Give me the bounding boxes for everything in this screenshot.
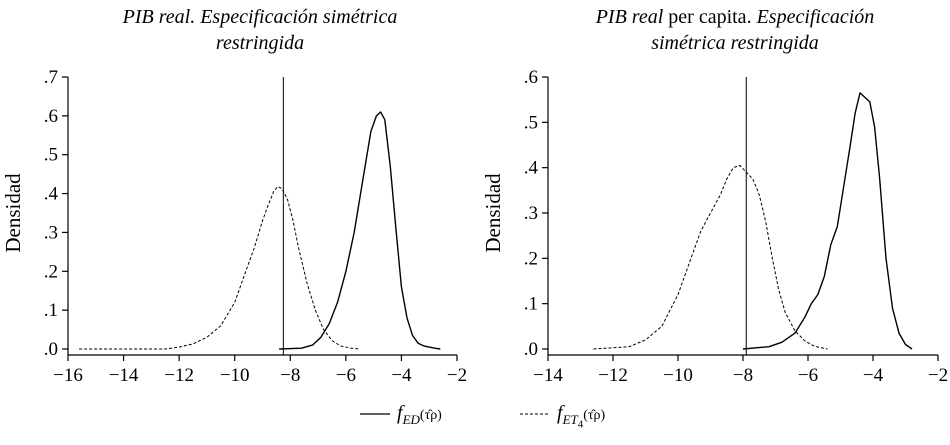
left-y-tick-label: .6 [44, 106, 58, 127]
right-y-axis-label: Densidad [481, 173, 505, 253]
legend-solid-arg: (τ̂ρ) [419, 408, 442, 423]
legend-dashed: fET4(τ̂ρ) [520, 402, 605, 442]
right-y-tick-label: .1 [524, 294, 538, 315]
chart-title-right: PIB real per capita. Especificación simé… [530, 4, 940, 56]
left-x-tick-label: −10 [220, 365, 250, 386]
left-x-tick-label: −14 [109, 365, 139, 386]
legend-solid-line-icon [360, 413, 390, 416]
left-y-tick-label: .5 [44, 145, 58, 166]
title-left-pib: PIB [122, 6, 154, 28]
legend-solid: fED(τ̂ρ) [360, 402, 442, 442]
title-left-line2: restringida [215, 32, 305, 54]
legend-dashed-subsub: 4 [577, 418, 584, 431]
right-y-tick-label: .3 [524, 203, 538, 224]
chart-title-left: PIB real. Especificación simétrica restr… [60, 4, 460, 56]
left-x-tick-label: −2 [447, 365, 467, 386]
title-right-percapita: per capita. [663, 6, 757, 28]
right-series-f-et4 [593, 164, 828, 350]
title-right-pib: PIB [595, 6, 627, 28]
right-x-tick-label: −10 [663, 365, 693, 386]
right-y-tick-label: .0 [524, 339, 538, 360]
right-x-tick-label: −8 [733, 365, 753, 386]
left-y-tick-label: .7 [44, 67, 58, 88]
left-x-tick-label: −4 [391, 365, 412, 386]
legend-dashed-arg: (τ̂ρ) [583, 408, 606, 423]
right-x-tick-label: −4 [863, 365, 884, 386]
title-right-real: real [626, 6, 664, 28]
left-y-tick-label: .1 [44, 300, 58, 321]
left-y-axis-label: Densidad [1, 173, 25, 253]
right-y-tick-label: .5 [524, 112, 538, 133]
left-y-tick-label: .3 [44, 222, 58, 243]
legend-solid-f: f [397, 402, 403, 424]
legend-dashed-sub: ET [562, 412, 578, 427]
right-y-tick-label: .2 [524, 248, 538, 269]
left-x-tick-label: −12 [164, 365, 194, 386]
left-y-tick-label: .2 [44, 261, 58, 282]
legend-solid-sub: ED [402, 412, 420, 427]
left-y-tick-label: .4 [44, 184, 59, 205]
left-x-tick-label: −16 [53, 365, 83, 386]
right-x-tick-label: −14 [533, 365, 563, 386]
right-y-tick-label: .6 [524, 67, 538, 88]
left-y-tick-label: .0 [44, 339, 58, 360]
title-right-spec: Especificación [756, 6, 875, 28]
title-left-rest: real. Especificación simétrica [153, 6, 398, 28]
legend-dashed-f: f [557, 402, 563, 424]
right-x-tick-label: −2 [928, 365, 948, 386]
title-right-line2: simétrica restringida [651, 32, 819, 54]
right-series-f-ed [742, 92, 913, 350]
left-x-tick-label: −6 [336, 365, 356, 386]
right-x-tick-label: −6 [798, 365, 818, 386]
right-y-tick-label: .4 [524, 158, 539, 179]
left-x-tick-label: −8 [280, 365, 300, 386]
left-series-f-ed [279, 111, 441, 350]
legend-dashed-line-icon [520, 413, 550, 415]
right-x-tick-label: −12 [598, 365, 628, 386]
left-series-f-et4 [79, 186, 360, 350]
